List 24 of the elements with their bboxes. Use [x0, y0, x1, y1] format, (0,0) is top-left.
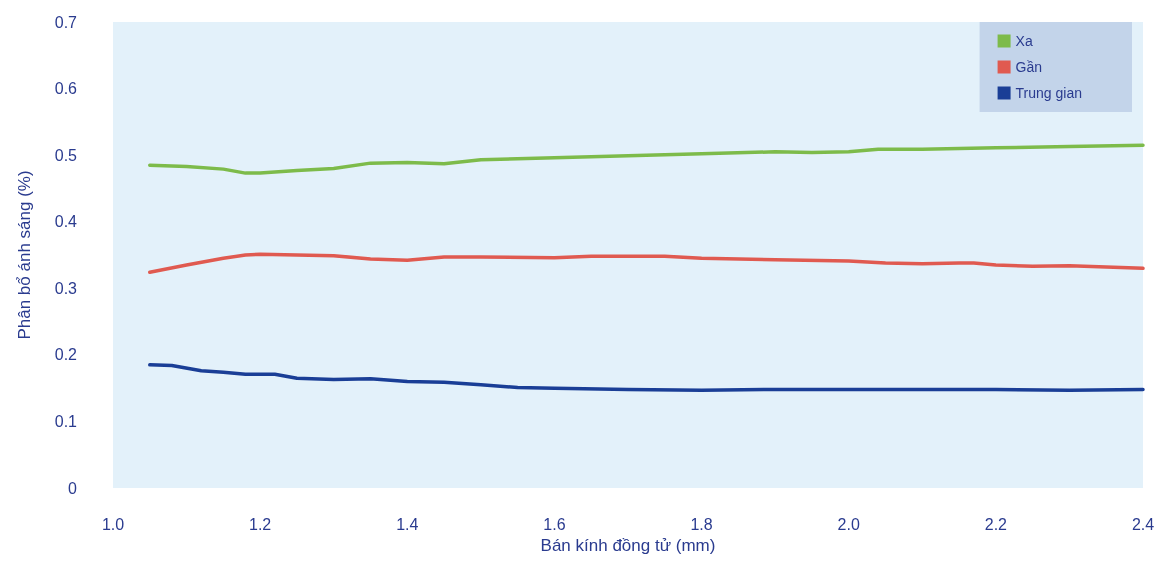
y-tick-label: 0 [68, 479, 78, 497]
y-axis-title: Phân bổ ánh sáng (%) [15, 170, 34, 340]
x-tick-label: 1.2 [249, 515, 272, 533]
line-series [148, 252, 1145, 275]
legend-label: Gần [1015, 59, 1043, 75]
x-tick-label: 1.0 [101, 515, 125, 533]
y-tick-label: 0.4 [54, 213, 78, 231]
line-series [148, 363, 1145, 392]
legend-label: Xa [1015, 33, 1033, 49]
x-tick-label: 2.2 [984, 515, 1008, 533]
y-tick-label: 0.3 [54, 279, 78, 297]
y-tick-label: 0.1 [54, 412, 78, 430]
y-tick-label: 0.2 [54, 346, 78, 364]
x-axis-title: Bán kính đồng tử (mm) [540, 535, 716, 555]
y-tick-label: 0.5 [54, 146, 78, 164]
line-series [148, 143, 1145, 175]
x-tick-label: 2.4 [1131, 515, 1155, 533]
x-tick-label: 1.6 [543, 515, 566, 533]
x-tick-label: 1.8 [690, 515, 713, 533]
y-tick-label: 0.7 [54, 13, 78, 31]
x-tick-label: 1.4 [396, 515, 419, 533]
legend-label: Trung gian [1015, 85, 1083, 101]
y-tick-label: 0.6 [54, 80, 78, 98]
x-tick-label: 2.0 [837, 515, 860, 533]
